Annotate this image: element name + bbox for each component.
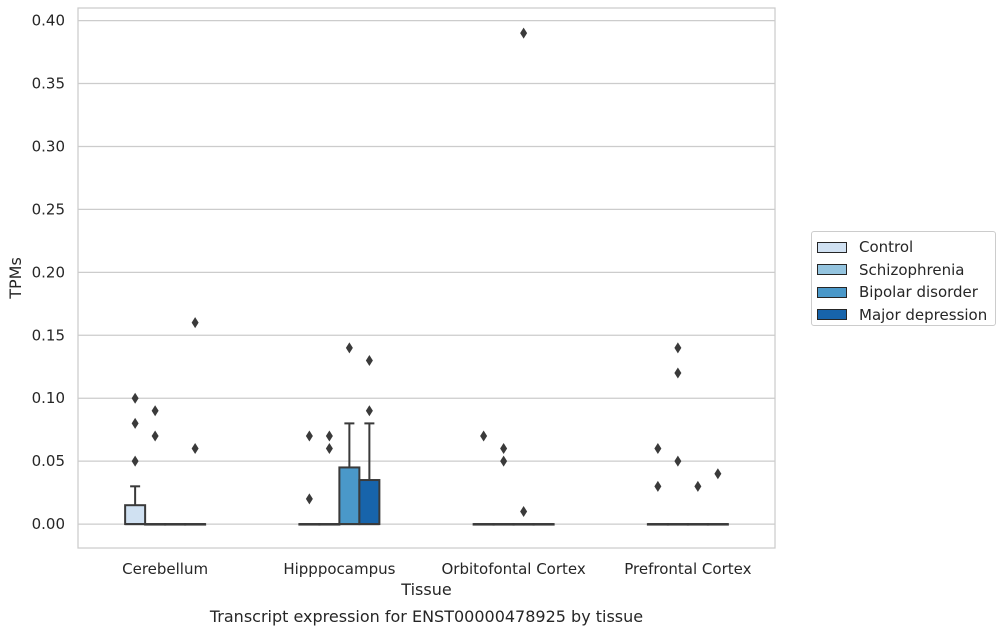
outlier-point [325,443,333,455]
box-2-3 [532,523,555,526]
legend-item: Control [817,236,995,259]
box-3-1 [666,342,689,526]
box-2-1 [492,443,515,526]
x-axis-title: Tissue [400,580,451,599]
outlier-point [131,455,139,467]
outlier-point [674,342,682,354]
legend-item: Schizophrenia [817,259,995,282]
outlier-point [305,430,313,442]
box-body [124,504,147,526]
box-0-3 [184,317,207,526]
outlier-point [345,342,353,354]
box-1-3 [358,354,381,526]
legend-item: Bipolar disorder [817,281,995,304]
legend-swatch [817,286,847,298]
box-0-2 [164,523,187,526]
box-body [358,479,381,526]
box-2-2 [512,27,535,526]
outlier-point [520,505,528,517]
y-tick-label: 0.20 [32,263,65,281]
chart-title: Transcript expression for ENST0000047892… [209,607,643,626]
legend-swatch [817,241,847,253]
box-3-2 [686,480,709,526]
outlier-point [654,480,662,492]
x-tick-label: Cerebellum [122,560,208,578]
outlier-point [654,443,662,455]
y-axis-title: TPMs [6,257,25,300]
legend: Control Schizophrenia Bipolar disorder Majo… [811,231,996,326]
y-tick-label: 0.15 [32,326,65,344]
box-2-0 [472,430,495,526]
legend-label: Schizophrenia [859,260,965,279]
outlier-point [674,367,682,379]
y-tick-labels: 0.00 0.05 0.10 0.15 0.20 0.25 0.30 0.35 0.40 [32,12,65,533]
box-1-0 [298,430,321,526]
grid-lines [78,19,775,525]
legend-item: Major depression [817,304,995,327]
outlier-point [365,405,373,417]
outlier-point [500,455,508,467]
box-1-1 [318,430,341,526]
legend-label: Major depression [859,305,988,324]
outlier-point [714,468,722,480]
box-body [338,466,361,526]
y-tick-label: 0.00 [32,515,65,533]
x-tick-label: Orbitofontal Cortex [442,560,586,578]
outlier-point [191,317,199,329]
outlier-point [131,417,139,429]
outlier-point [500,443,508,455]
legend-swatch [817,264,847,276]
outlier-point [325,430,333,442]
outlier-point [191,443,199,455]
box-1-2 [338,342,361,526]
outlier-point [674,455,682,467]
y-tick-label: 0.30 [32,137,65,155]
legend-swatch [817,309,847,321]
box-3-3 [706,468,729,526]
outlier-point [480,430,488,442]
y-tick-label: 0.35 [32,75,65,93]
y-tick-label: 0.40 [32,12,65,30]
box-plots [124,27,729,526]
box-0-1 [144,405,167,526]
outlier-point [151,430,159,442]
outlier-point [305,493,313,505]
legend-label: Control [859,238,914,257]
x-tick-label: Hipppocampus [283,560,395,578]
x-tick-labels: Cerebellum Hipppocampus Orbitofontal Corte… [122,560,751,578]
box-0-0 [124,392,147,526]
outlier-point [694,480,702,492]
y-tick-label: 0.10 [32,389,65,407]
outlier-point [131,392,139,404]
box-3-0 [646,443,669,526]
x-tick-label: Prefrontal Cortex [624,560,751,578]
y-tick-label: 0.25 [32,200,65,218]
outlier-point [365,354,373,366]
y-tick-label: 0.05 [32,452,65,470]
outlier-point [520,27,528,39]
legend-label: Bipolar disorder [859,283,978,302]
outlier-point [151,405,159,417]
plot-frame [77,7,776,549]
